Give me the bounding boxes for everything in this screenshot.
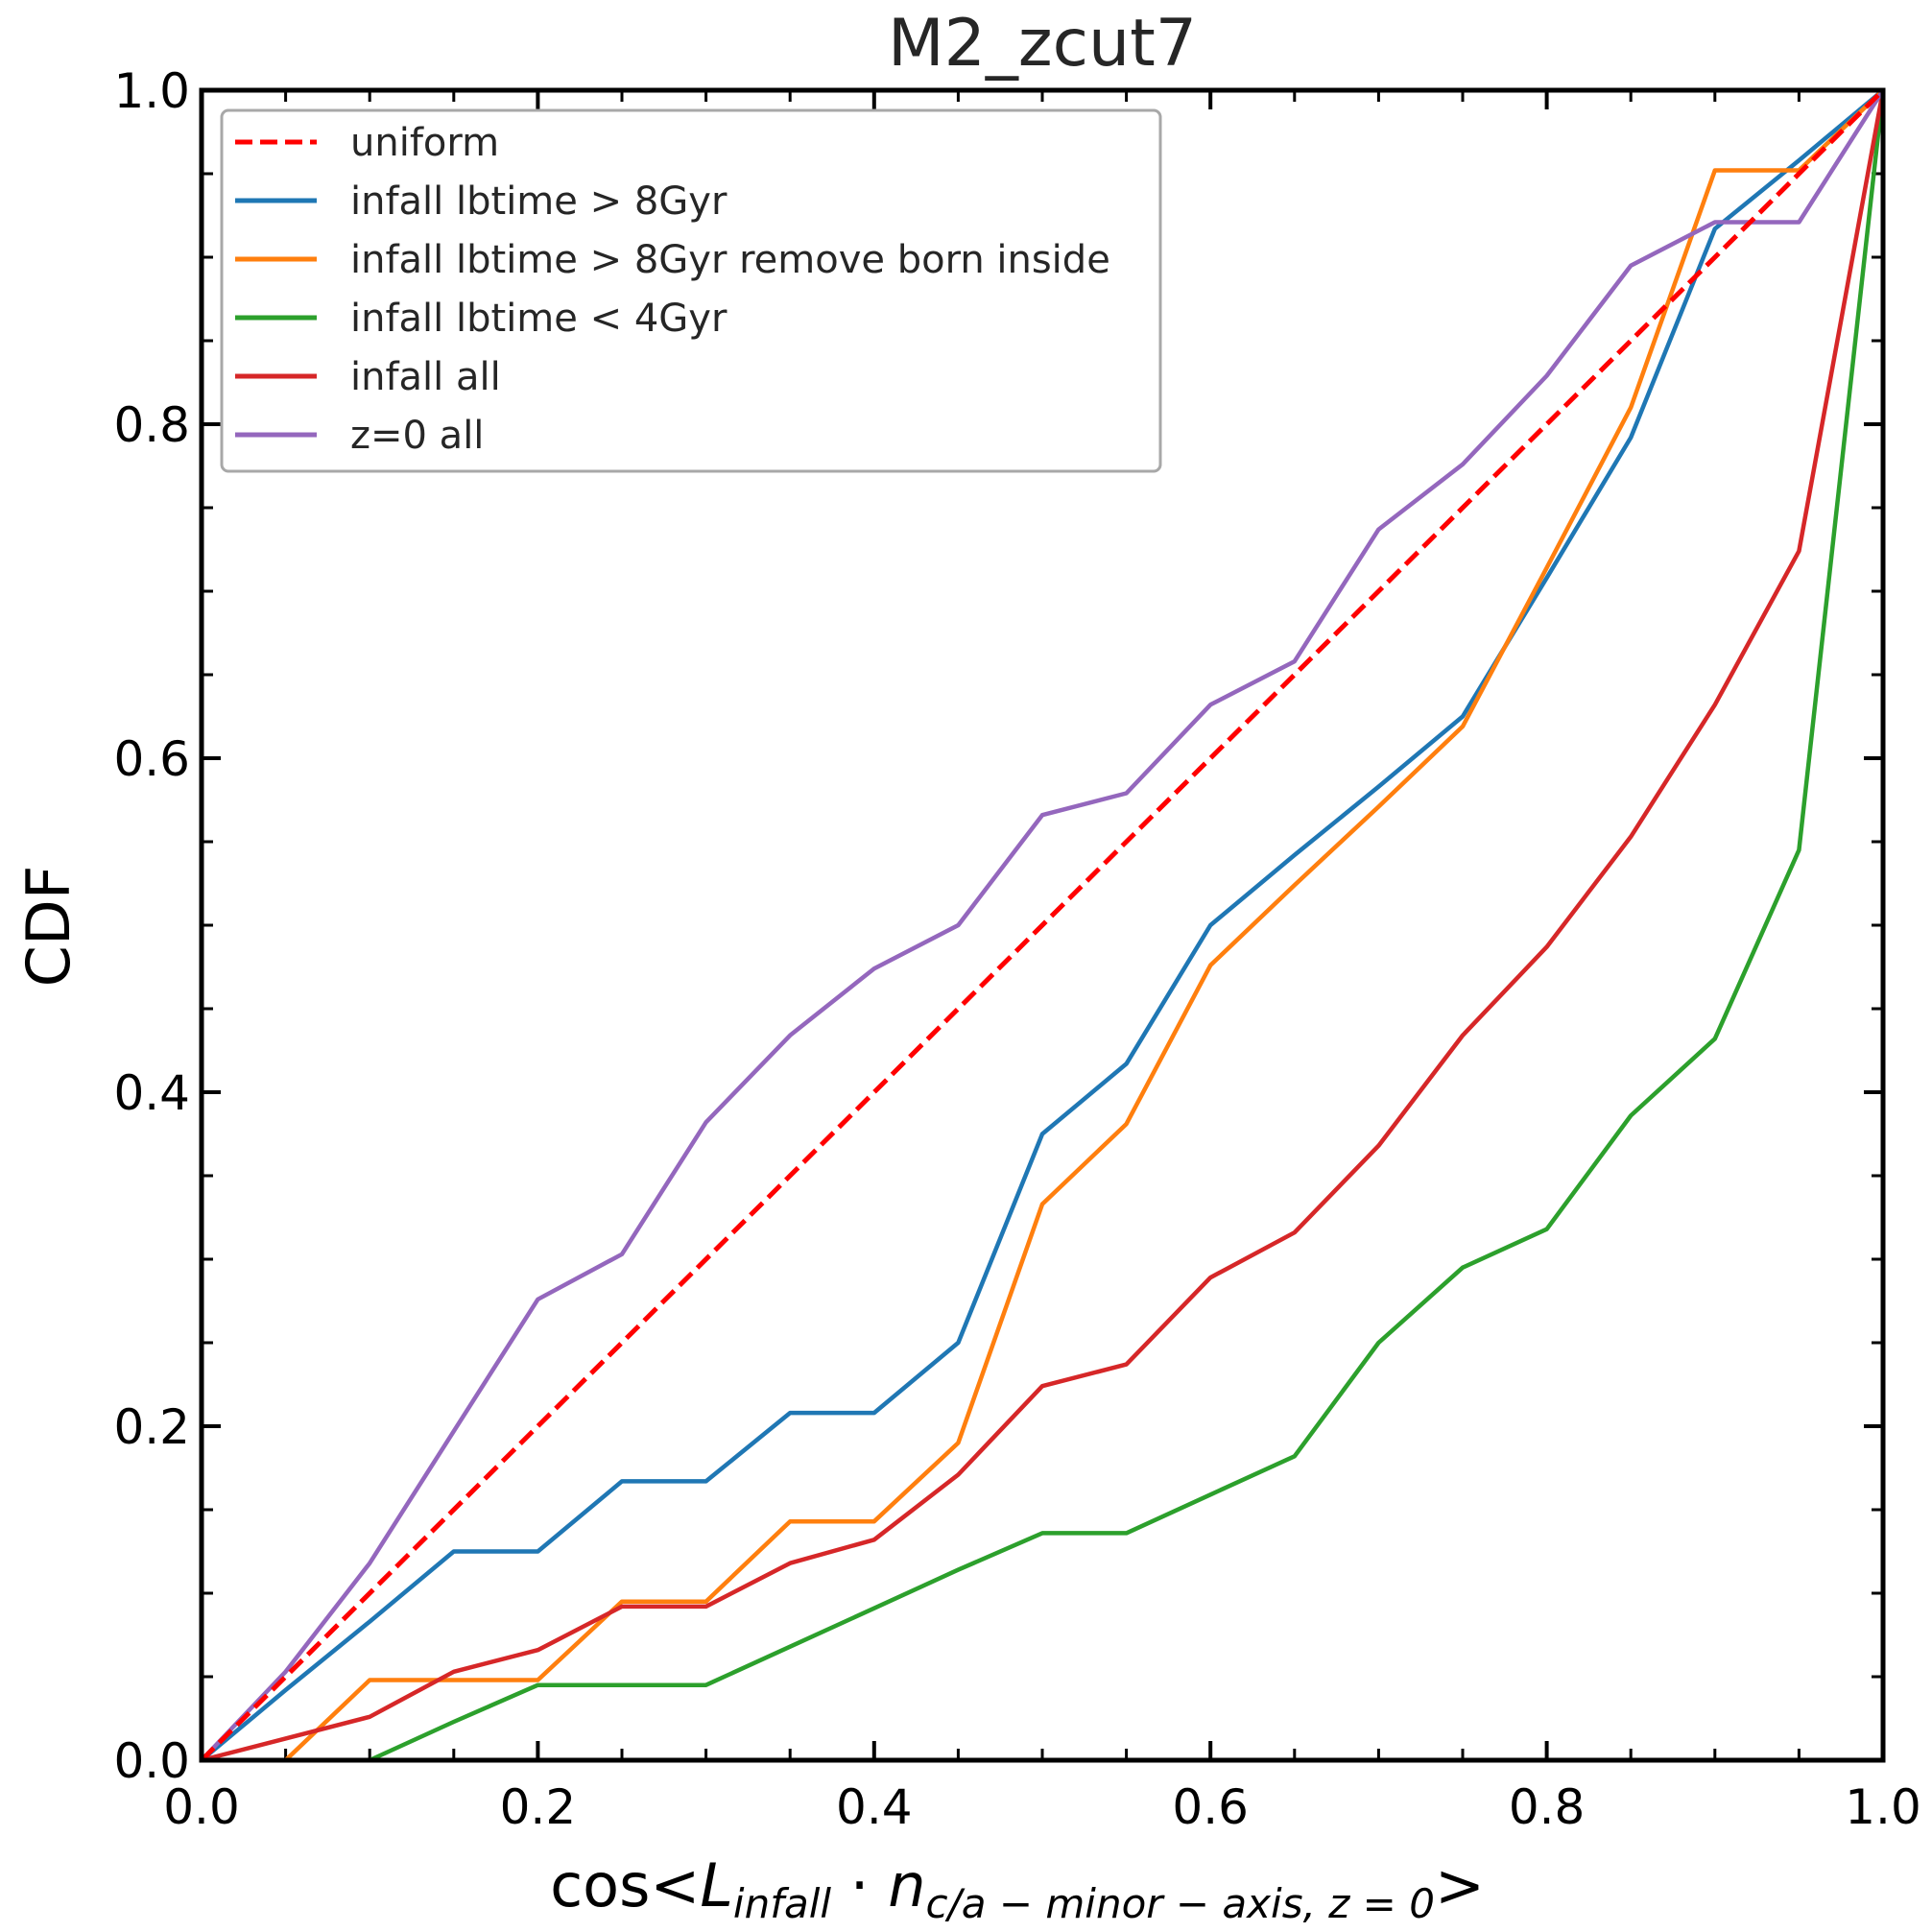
- series-line-4: [201, 89, 1886, 1763]
- legend-label-3: infall lbtime < 4Gyr: [350, 297, 727, 341]
- legend-label-2: infall lbtime > 8Gyr remove born inside: [350, 238, 1110, 282]
- series-line-0: [200, 88, 1885, 1762]
- x-tick-label: 0.4: [836, 1779, 913, 1835]
- y-tick-label: 0.0: [113, 1733, 190, 1789]
- tick-labels-layer: 0.0 0.2 0.4 0.6 0.8 1.0 0.0 0.2 0.4 0.6 0.8 1.0: [113, 63, 1920, 1835]
- x-tick-label: 0.2: [500, 1779, 577, 1835]
- legend-label-5: z=0 all: [350, 414, 484, 458]
- legend-label-4: infall all: [350, 355, 501, 399]
- series-line-1: [200, 88, 1885, 1762]
- y-tick-label: 0.4: [113, 1065, 190, 1121]
- plot-frame: [199, 87, 1886, 1763]
- x-tick-label: 1.0: [1845, 1779, 1921, 1835]
- y-tick-label: 0.2: [113, 1399, 190, 1455]
- y-tick-label: 0.6: [113, 731, 190, 787]
- series-line-3: [369, 89, 1886, 1763]
- legend-label-0: uniform: [350, 121, 499, 165]
- series-line-5: [200, 88, 1885, 1762]
- series-layer: [200, 88, 1886, 1763]
- legend: uniform infall lbtime > 8Gyr infall lbtime…: [220, 108, 1162, 473]
- x-tick-label: 0.6: [1172, 1779, 1249, 1835]
- legend-box: [220, 108, 1162, 473]
- y-tick-label: 1.0: [113, 63, 190, 119]
- x-axis-label: cos<Linfall · nc/a − minor − axis, z = 0…: [550, 1850, 1485, 1927]
- x-tick-label: 0.8: [1509, 1779, 1586, 1835]
- y-tick-label: 0.8: [113, 397, 190, 453]
- chart-title: M2_zcut7: [888, 6, 1197, 82]
- x-tick-label: 0.0: [163, 1779, 240, 1835]
- series-line-2: [202, 88, 1885, 1763]
- y-axis-label: CDF: [13, 866, 83, 988]
- legend-label-1: infall lbtime > 8Gyr: [350, 179, 727, 224]
